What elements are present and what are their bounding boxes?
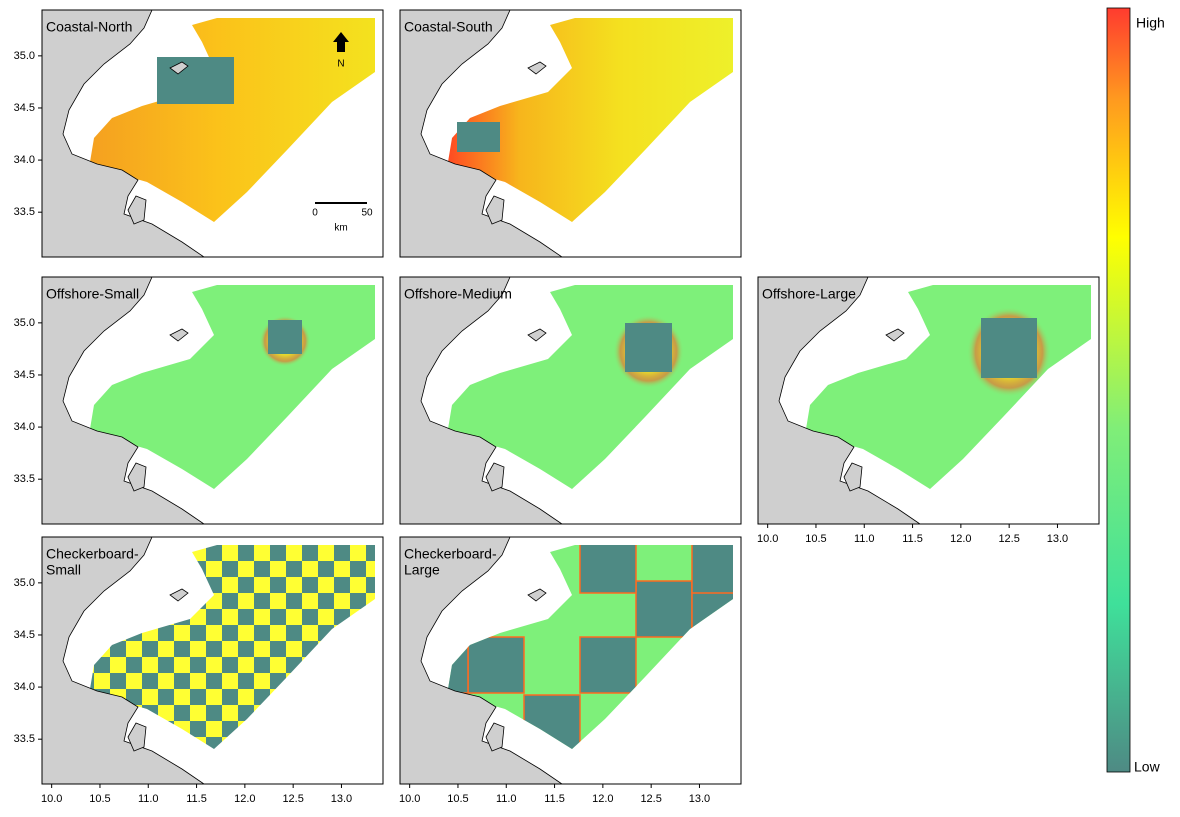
panel-label: Coastal-South [404,19,493,35]
x-tick-label: 13.0 [331,793,352,805]
scale-end: 50 [361,208,373,219]
x-tick-label: 10.5 [805,533,826,545]
panel-frame [399,276,742,525]
x-tick-label: 12.5 [998,533,1019,545]
closure-box [157,57,234,104]
north-arrow [333,32,349,52]
panel-label: Large [404,562,440,578]
panel-frame [41,536,384,785]
y-tick-label: 35.0 [14,50,35,62]
checker-cell [691,545,733,594]
panel-label: Offshore-Small [46,286,139,302]
study-area [448,18,733,222]
scale-start: 0 [312,208,318,219]
x-tick-label: 12.0 [950,533,971,545]
scale-unit: km [334,223,347,234]
panel-label: Offshore-Medium [404,286,512,302]
y-tick-label: 33.5 [14,473,35,485]
map-panel: Offshore-Large 10.0 10.5 11.0 11.5 12.0 12.5 13… [757,276,1100,545]
study-area [90,18,375,222]
north-label: N [337,59,344,70]
x-tick-label: 10.0 [41,793,62,805]
panel-frame [757,276,1100,525]
checker-cell [635,580,693,638]
x-tick-label: 10.5 [89,793,110,805]
map-panel: Checkerboard-Large 10.0 10.5 11.0 11.5 12.0 12… [399,536,742,805]
x-tick-label: 10.0 [399,793,420,805]
panel-label: Offshore-Large [762,286,856,302]
x-tick-label: 12.0 [592,793,613,805]
panel-frame [41,9,384,258]
y-tick-label: 34.5 [14,369,35,381]
y-tick-label: 34.5 [14,629,35,641]
x-tick-label: 11.0 [138,793,159,805]
y-tick-label: 34.0 [14,681,35,693]
x-tick-label: 11.5 [186,793,207,805]
y-tick-label: 33.5 [14,206,35,218]
checker-cell [579,636,637,694]
x-tick-label: 11.0 [496,793,517,805]
x-tick-label: 12.0 [234,793,255,805]
panel-label: Checkerboard- [46,546,139,562]
panel-frame [41,276,384,525]
color-bar [1106,7,1131,773]
map-panel: Coastal-North N 0 50 km 35.0 34.5 34.0 33.5 [14,9,384,258]
y-tick-label: 34.0 [14,154,35,166]
panel-label: Checkerboard- [404,546,497,562]
closure-box [268,320,302,354]
x-tick-label: 13.0 [689,793,710,805]
panel-label: Small [46,562,81,578]
map-panel: Offshore-Medium [399,276,742,525]
y-tick-label: 34.5 [14,102,35,114]
x-tick-label: 12.5 [640,793,661,805]
x-tick-label: 13.0 [1047,533,1068,545]
y-tick-label: 34.0 [14,421,35,433]
x-tick-label: 11.5 [902,533,923,545]
map-panel: Offshore-Small 35.0 34.5 34.0 33.5 [14,276,384,525]
y-tick-label: 33.5 [14,733,35,745]
x-tick-label: 12.5 [282,793,303,805]
study-area [90,545,375,749]
x-tick-label: 10.5 [447,793,468,805]
closure-box [457,122,500,152]
x-tick-label: 11.0 [854,533,875,545]
legend-low: Low [1134,759,1161,775]
closure-box [981,318,1037,378]
x-tick-label: 11.5 [544,793,565,805]
closure-box [625,323,672,372]
panel-frame [399,536,742,785]
y-tick-label: 35.0 [14,577,35,589]
map-panel: Coastal-South [399,9,742,258]
legend-high: High [1136,15,1165,31]
checker-cell [467,636,525,694]
panel-label: Coastal-North [46,19,132,35]
map-panel: Checkerboard-Small 35.0 34.5 34.0 33.5 10.0 10… [14,536,384,805]
x-tick-label: 10.0 [757,533,778,545]
panel-frame [399,9,742,258]
y-tick-label: 35.0 [14,317,35,329]
checker-cell [579,545,637,594]
